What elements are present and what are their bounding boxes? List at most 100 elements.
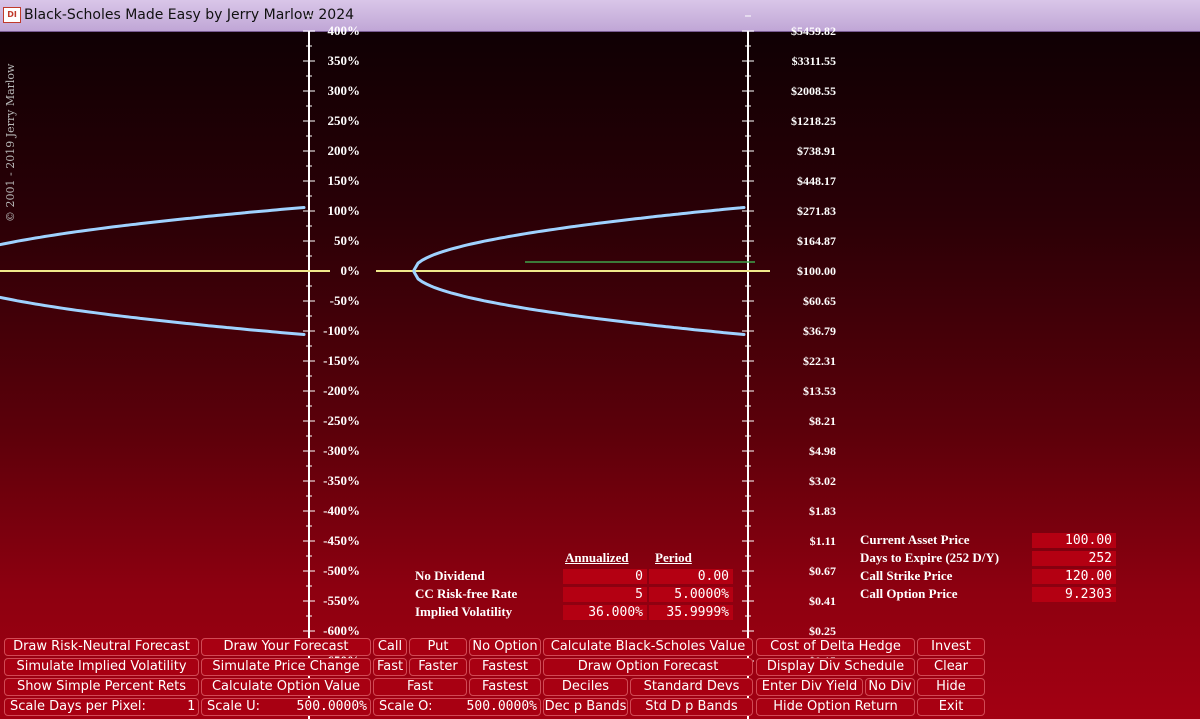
calculate-option-value-button[interactable]: Calculate Option Value (201, 678, 371, 696)
scale-u-value[interactable]: 500.0000% (296, 699, 367, 714)
left-axis-label: -50% (330, 293, 360, 308)
right-axis-label: $100.00 (797, 264, 836, 278)
cost-of-delta-hedge-button[interactable]: Cost of Delta Hedge (756, 638, 915, 656)
window-title: Black-Scholes Made Easy by Jerry Marlow … (24, 7, 355, 23)
volatility-period-field[interactable]: 35.9999% (649, 605, 733, 620)
enter-div-yield-button[interactable]: Enter Div Yield (756, 678, 863, 696)
right-axis-label: $448.17 (797, 174, 836, 188)
left-axis-label: -150% (323, 353, 360, 368)
standard-devs-button[interactable]: Standard Devs (630, 678, 753, 696)
right-lower-forecast-curve (412, 270, 746, 336)
hide-option-return-button[interactable]: Hide Option Return (756, 698, 915, 716)
left-axis-label: 0% (341, 263, 361, 278)
no-div-button[interactable]: No Div (865, 678, 915, 696)
fastest-option-button[interactable]: Fastest (469, 678, 541, 696)
left-axis-label: -600% (323, 623, 360, 638)
right-axis-label: $3.02 (809, 474, 836, 488)
app-icon[interactable]: DI (3, 7, 21, 23)
right-axis-label: $36.79 (803, 324, 836, 338)
left-axis-label: -300% (323, 443, 360, 458)
invest-button[interactable]: Invest (917, 638, 985, 656)
right-axis-label: $22.31 (803, 354, 836, 368)
left-axis-label: 100% (328, 203, 361, 218)
left-axis-label: -400% (323, 503, 360, 518)
scale-u-label: Scale U: (207, 699, 261, 714)
right-axis-label: $13.53 (803, 384, 836, 398)
scale-days-value[interactable]: 1 (187, 699, 195, 714)
risk-free-annualized-field[interactable]: 5 (563, 587, 647, 602)
right-axis-label: $164.87 (797, 234, 836, 248)
faster-speed-button[interactable]: Faster (409, 658, 467, 676)
draw-option-forecast-button[interactable]: Draw Option Forecast (543, 658, 753, 676)
exit-button[interactable]: Exit (917, 698, 985, 716)
right-axis-label: $5459.82 (791, 24, 836, 38)
left-axis-label: 150% (328, 173, 361, 188)
no-option-button[interactable]: No Option (469, 638, 541, 656)
dec-p-bands-button[interactable]: Dec p Bands (543, 698, 628, 716)
calculate-black-scholes-value-button[interactable]: Calculate Black-Scholes Value (543, 638, 753, 656)
dividend-period-field[interactable]: 0.00 (649, 569, 733, 584)
call-option-price-label: Call Option Price (860, 586, 958, 601)
scale-days-per-pixel-control[interactable]: Scale Days per Pixel: 1 (4, 698, 199, 716)
days-to-expire-label: Days to Expire (252 D/Y) (860, 550, 1000, 565)
risk-free-rate-label: CC Risk-free Rate (415, 586, 518, 601)
right-axis-label: $4.98 (809, 444, 836, 458)
right-axis-label: $0.25 (809, 624, 836, 638)
left-axis-label: 250% (328, 113, 361, 128)
right-upper-forecast-curve (412, 206, 746, 272)
scale-o-value[interactable]: 500.0000% (466, 699, 537, 714)
left-lower-forecast-curve (0, 295, 306, 336)
days-to-expire-field[interactable]: 252 (1032, 551, 1116, 566)
put-button[interactable]: Put (409, 638, 467, 656)
call-strike-price-field[interactable]: 120.00 (1032, 569, 1116, 584)
hide-button[interactable]: Hide (917, 678, 985, 696)
right-axis-label: $1218.25 (791, 114, 836, 128)
fast-option-button[interactable]: Fast (373, 678, 467, 696)
left-upper-forecast-curve (0, 206, 306, 247)
annualized-header: Annualized (565, 550, 629, 565)
call-strike-price-label: Call Strike Price (860, 568, 953, 583)
call-button[interactable]: Call (373, 638, 407, 656)
period-header: Period (655, 550, 692, 565)
scale-o-control[interactable]: Scale O: 500.0000% (373, 698, 541, 716)
deciles-button[interactable]: Deciles (543, 678, 628, 696)
right-axis-label: $2008.55 (791, 84, 836, 98)
fastest-speed-button[interactable]: Fastest (469, 658, 541, 676)
current-asset-price-label: Current Asset Price (860, 532, 970, 547)
left-axis-label: -500% (323, 563, 360, 578)
scale-u-control[interactable]: Scale U: 500.0000% (201, 698, 371, 716)
risk-free-period-field[interactable]: 5.0000% (649, 587, 733, 602)
call-option-price-field: 9.2303 (1032, 587, 1116, 602)
simulate-price-change-button[interactable]: Simulate Price Change (201, 658, 371, 676)
right-axis-label: $8.21 (809, 414, 836, 428)
right-axis: $5459.82 $3311.55 $2008.55 $1218.25 $738.91 $… (742, 15, 836, 719)
right-axis-label: $1.11 (810, 534, 836, 548)
left-axis-label: 50% (334, 233, 360, 248)
right-axis-label: $60.65 (803, 294, 836, 308)
left-axis-label: 350% (328, 53, 361, 68)
simulate-implied-volatility-button[interactable]: Simulate Implied Volatility (4, 658, 199, 676)
draw-your-forecast-button[interactable]: Draw Your Forecast (201, 638, 371, 656)
dividend-label: No Dividend (415, 568, 485, 583)
draw-risk-neutral-forecast-button[interactable]: Draw Risk-Neutral Forecast (4, 638, 199, 656)
left-axis-label: -550% (323, 593, 360, 608)
scale-o-label: Scale O: (379, 699, 433, 714)
fast-speed-button[interactable]: Fast (373, 658, 407, 676)
forecast-curves (0, 206, 770, 336)
clear-button[interactable]: Clear (917, 658, 985, 676)
left-axis: 400% 350% 300% 250% 200% 150% 100% 50% 0% -50% -10… (303, 15, 361, 719)
dividend-annualized-field[interactable]: 0 (563, 569, 647, 584)
volatility-annualized-field[interactable]: 36.000% (563, 605, 647, 620)
right-axis-label: $1.83 (809, 504, 836, 518)
std-d-p-bands-button[interactable]: Std D p Bands (630, 698, 753, 716)
current-asset-price-field[interactable]: 100.00 (1032, 533, 1116, 548)
left-axis-label: -250% (323, 413, 360, 428)
right-axis-label: $738.91 (797, 144, 836, 158)
left-axis-label: 200% (328, 143, 361, 158)
show-simple-percent-rets-button[interactable]: Show Simple Percent Rets (4, 678, 199, 696)
right-axis-label: $3311.55 (792, 54, 836, 68)
display-div-schedule-button[interactable]: Display Div Schedule (756, 658, 915, 676)
left-axis-label: -450% (323, 533, 360, 548)
